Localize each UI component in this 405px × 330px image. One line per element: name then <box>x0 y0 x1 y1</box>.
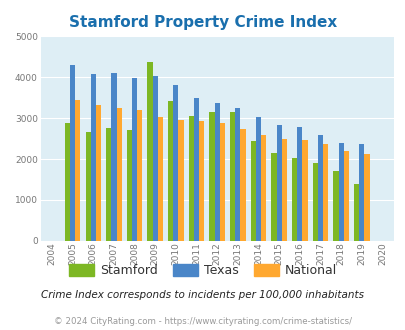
Bar <box>90 74 96 241</box>
Text: Crime Index corresponds to incidents per 100,000 inhabitants: Crime Index corresponds to incidents per… <box>41 290 364 300</box>
Bar <box>358 144 363 241</box>
Bar <box>116 108 121 241</box>
Bar <box>178 120 183 241</box>
Bar <box>260 135 266 241</box>
Bar <box>291 158 296 241</box>
Bar <box>75 100 80 241</box>
Bar <box>271 153 276 241</box>
Bar <box>343 151 348 241</box>
Bar <box>363 154 369 241</box>
Bar <box>126 130 132 241</box>
Bar <box>240 129 245 241</box>
Bar <box>70 65 75 241</box>
Bar <box>106 128 111 241</box>
Bar <box>132 78 137 241</box>
Bar <box>158 116 162 241</box>
Bar <box>173 84 178 241</box>
Bar <box>168 101 173 241</box>
Bar <box>317 135 322 241</box>
Bar <box>296 127 302 241</box>
Bar <box>65 123 70 241</box>
Bar <box>147 62 152 241</box>
Bar <box>235 108 240 241</box>
Bar <box>198 121 204 241</box>
Bar <box>312 163 317 241</box>
Bar <box>250 141 255 241</box>
Bar <box>111 73 116 241</box>
Bar <box>194 98 198 241</box>
Bar <box>353 184 358 241</box>
Legend: Stamford, Texas, National: Stamford, Texas, National <box>64 259 341 282</box>
Bar <box>214 103 219 241</box>
Bar <box>322 144 327 241</box>
Text: © 2024 CityRating.com - https://www.cityrating.com/crime-statistics/: © 2024 CityRating.com - https://www.city… <box>54 317 351 326</box>
Bar <box>276 125 281 241</box>
Bar <box>230 113 235 241</box>
Bar <box>137 110 142 241</box>
Bar <box>338 143 343 241</box>
Bar <box>302 140 307 241</box>
Bar <box>188 116 194 241</box>
Bar <box>85 132 90 241</box>
Bar <box>255 117 260 241</box>
Bar <box>333 171 338 241</box>
Text: Stamford Property Crime Index: Stamford Property Crime Index <box>69 15 336 30</box>
Bar <box>152 77 158 241</box>
Bar <box>96 105 101 241</box>
Bar <box>209 112 214 241</box>
Bar <box>219 123 224 241</box>
Bar <box>281 139 286 241</box>
